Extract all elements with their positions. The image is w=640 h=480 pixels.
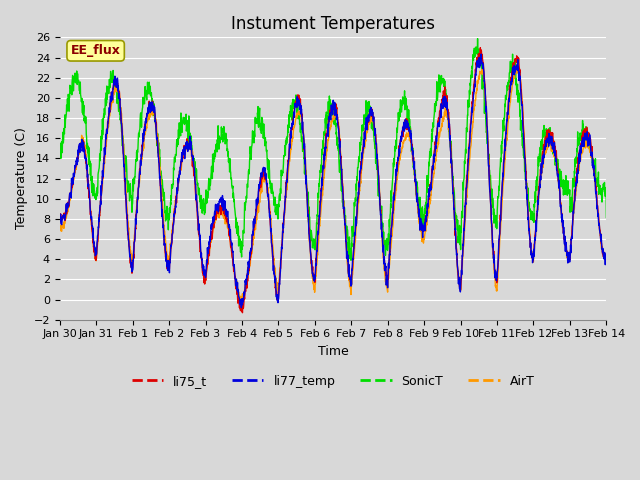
- SonicT: [588, 147, 595, 153]
- li77_temp: [322, 145, 330, 151]
- li75_t: [588, 143, 595, 149]
- li77_temp: [602, 255, 610, 261]
- X-axis label: Time: Time: [317, 345, 348, 358]
- SonicT: [56, 153, 63, 158]
- li75_t: [84, 180, 92, 186]
- li77_temp: [237, 305, 245, 311]
- SonicT: [307, 238, 315, 243]
- li75_t: [307, 261, 315, 266]
- AirT: [588, 155, 595, 160]
- SonicT: [84, 150, 92, 156]
- Line: SonicT: SonicT: [60, 38, 606, 260]
- li77_temp: [588, 153, 595, 158]
- AirT: [236, 298, 244, 304]
- SonicT: [587, 151, 595, 156]
- li77_temp: [587, 145, 595, 151]
- Title: Instument Temperatures: Instument Temperatures: [231, 15, 435, 33]
- li75_t: [602, 260, 610, 265]
- AirT: [84, 170, 92, 176]
- li75_t: [239, 310, 246, 316]
- Text: EE_flux: EE_flux: [70, 44, 120, 57]
- Line: AirT: AirT: [60, 67, 606, 301]
- SonicT: [347, 257, 355, 263]
- AirT: [486, 195, 494, 201]
- Line: li75_t: li75_t: [60, 48, 606, 313]
- AirT: [56, 222, 63, 228]
- SonicT: [474, 36, 481, 41]
- Line: li77_temp: li77_temp: [60, 54, 606, 308]
- AirT: [587, 150, 595, 156]
- AirT: [602, 256, 610, 262]
- Legend: li75_t, li77_temp, SonicT, AirT: li75_t, li77_temp, SonicT, AirT: [127, 370, 540, 393]
- li77_temp: [84, 171, 92, 177]
- li75_t: [487, 203, 495, 208]
- SonicT: [602, 215, 610, 220]
- li75_t: [477, 45, 484, 50]
- li77_temp: [307, 257, 315, 263]
- li75_t: [56, 212, 63, 217]
- li75_t: [322, 135, 330, 141]
- Y-axis label: Temperature (C): Temperature (C): [15, 128, 28, 229]
- AirT: [322, 158, 330, 164]
- SonicT: [322, 120, 330, 126]
- AirT: [307, 263, 315, 269]
- li77_temp: [477, 51, 485, 57]
- li77_temp: [487, 202, 495, 207]
- li75_t: [587, 139, 595, 145]
- SonicT: [487, 180, 495, 186]
- AirT: [513, 64, 520, 70]
- li77_temp: [56, 214, 63, 219]
